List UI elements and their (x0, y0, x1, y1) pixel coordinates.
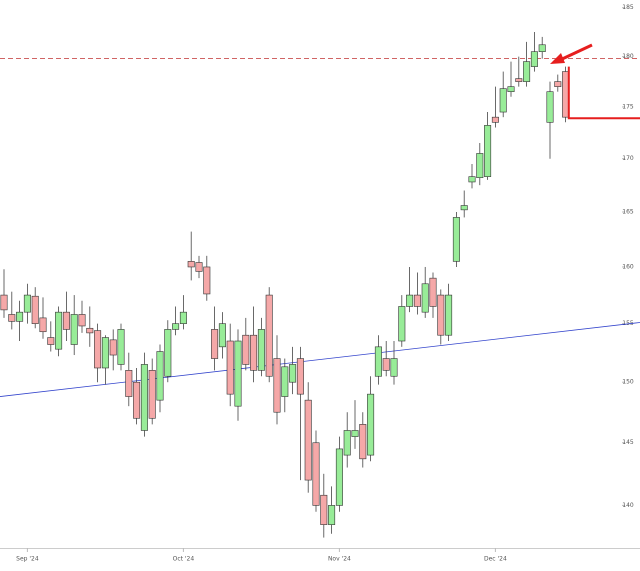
candle-body (335, 448, 343, 506)
candle-body (133, 381, 141, 419)
candle-body (460, 205, 468, 211)
candle-body (538, 44, 546, 52)
candle-body (101, 337, 109, 369)
candle-body (125, 370, 133, 397)
candle-body (304, 399, 312, 481)
candle-body (281, 366, 289, 397)
y-tick-label: 160 (622, 263, 634, 270)
candle-body (296, 358, 304, 395)
candle-body (39, 317, 47, 333)
candle-body (109, 339, 117, 356)
candle-body (250, 334, 258, 371)
candle-body (374, 346, 382, 377)
candle-body (62, 311, 70, 330)
candle-body (187, 261, 195, 268)
candle-body (94, 330, 102, 369)
candle-body (515, 78, 523, 82)
candle-body (499, 88, 507, 113)
candle-body (273, 358, 281, 413)
candle-body (78, 314, 86, 327)
y-tick-label: 150 (622, 379, 634, 386)
candle-body (179, 311, 187, 324)
candle-body (23, 294, 31, 313)
candle-body (523, 61, 531, 82)
candle-body (476, 153, 484, 179)
candle-body (452, 217, 460, 262)
candle-body (468, 176, 476, 183)
candle-body (491, 116, 499, 123)
candle-body (382, 358, 390, 371)
candle-body (203, 266, 211, 295)
candle-body (554, 81, 562, 87)
candle-body (172, 323, 180, 330)
candle-body (289, 364, 297, 383)
candle-body (359, 424, 367, 460)
trendline (0, 322, 640, 397)
candle-body (47, 337, 55, 345)
y-tick-label: 165 (622, 209, 634, 216)
candle-body (8, 314, 16, 322)
candle-body (398, 306, 406, 342)
candle-body (429, 277, 437, 307)
candle-body (211, 329, 219, 359)
candle-body (265, 294, 273, 377)
candle-body (445, 294, 453, 336)
y-tick-label: 170 (622, 155, 634, 162)
y-tick-label: 185 (622, 4, 634, 11)
x-tick-label: Sep '24 (16, 556, 39, 563)
support-level (567, 66, 640, 120)
y-tick-label: 180 (622, 53, 634, 60)
candle-body (242, 334, 250, 365)
candle-body (421, 283, 429, 313)
candle-body (530, 51, 538, 67)
candle-body (16, 311, 24, 322)
candle-body (140, 364, 148, 431)
candle-body (86, 327, 94, 334)
arrow (550, 43, 593, 64)
candle-body (164, 329, 172, 377)
candle-body (70, 314, 78, 345)
candle-body (117, 329, 125, 365)
candle-body (195, 262, 203, 272)
candle-body (148, 370, 156, 419)
candle-body (437, 294, 445, 336)
candle-body (156, 351, 164, 401)
y-tick-label: 175 (622, 103, 634, 110)
candle-body (343, 430, 351, 456)
candle-body (218, 323, 226, 348)
candle-body (320, 494, 328, 525)
candle-body (234, 340, 242, 407)
candle-body (406, 294, 414, 307)
candle-body (367, 393, 375, 456)
candle-body (507, 86, 515, 92)
candle-body (328, 505, 336, 525)
candle-body (413, 294, 421, 307)
candle-body (484, 125, 492, 177)
candle-body (351, 430, 359, 437)
candle-body (257, 329, 265, 371)
candle-body (390, 358, 398, 377)
candle-body (312, 442, 320, 506)
x-tick-label: Oct '24 (173, 556, 195, 563)
candle-body (55, 311, 63, 350)
x-tick-label: Dec '24 (484, 556, 507, 563)
y-tick-label: 140 (622, 502, 634, 509)
candle-body (0, 294, 8, 311)
x-tick-label: Nov '24 (328, 556, 351, 563)
candle-body (226, 340, 234, 395)
candle-body (546, 91, 554, 123)
candle-body (31, 295, 39, 324)
y-tick-label: 145 (622, 439, 634, 446)
